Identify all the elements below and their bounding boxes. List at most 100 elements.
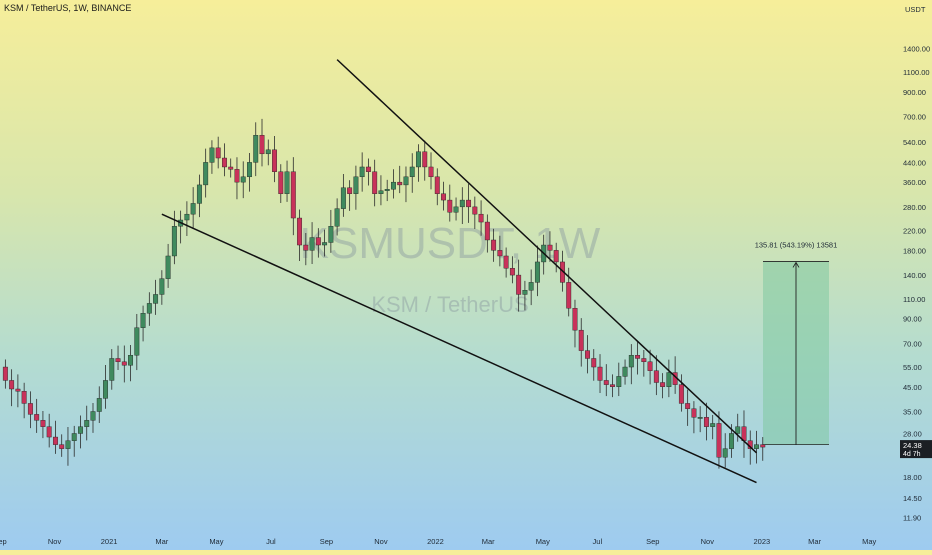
x-tick-label: Mar — [155, 537, 168, 546]
candle-body-up — [416, 151, 421, 168]
candle — [653, 355, 659, 396]
x-tick-label: May — [536, 537, 550, 546]
candle-body-up — [209, 147, 215, 163]
candle — [196, 174, 202, 218]
candle-body-up — [90, 411, 96, 421]
candle — [272, 136, 277, 183]
trendlines[interactable] — [161, 59, 758, 484]
candle-body-up — [247, 162, 252, 178]
candle-body-down — [647, 361, 653, 371]
candle-body-down — [297, 217, 303, 246]
x-tick-label: Mar — [482, 537, 495, 546]
candle-body-down — [516, 274, 522, 295]
candle-body-down — [9, 380, 15, 390]
candle — [741, 410, 747, 458]
candle-body-down — [434, 176, 440, 194]
candle-body-down — [347, 187, 353, 194]
candle — [347, 180, 353, 211]
candle — [84, 405, 90, 441]
candle — [478, 200, 484, 236]
candle-body-up — [165, 255, 171, 279]
candle — [303, 233, 309, 266]
candle — [34, 398, 40, 433]
watermark: KSMUSDT, 1W KSM / TetherUS — [300, 219, 601, 317]
candle — [159, 270, 165, 305]
candle-body-down — [585, 350, 590, 359]
y-tick-label: 70.00 — [903, 339, 922, 348]
candle — [691, 401, 697, 434]
candle-body-down — [115, 358, 121, 363]
candle-body-down — [27, 403, 33, 415]
candle-body-down — [466, 199, 472, 208]
x-tick-label: Jul — [593, 537, 603, 546]
candle — [134, 313, 140, 371]
last-price-bg — [900, 440, 932, 459]
candle — [65, 427, 71, 466]
candle — [509, 256, 515, 284]
candle — [585, 335, 590, 374]
trendline-lower-support[interactable] — [161, 213, 757, 484]
candle-body-down — [59, 444, 65, 449]
candle — [128, 344, 134, 382]
candle-body-up — [729, 433, 734, 449]
candle-body-down — [760, 444, 766, 448]
candle — [178, 210, 184, 244]
x-tick-label: Mar — [808, 537, 821, 546]
candle — [334, 198, 340, 236]
time-axis[interactable]: Sep Nov 2021 Mar May Jul Sep Nov 2022 Mar May Jul Se… — [0, 537, 877, 546]
candle-body-down — [441, 193, 446, 201]
candle — [184, 201, 190, 237]
candle — [328, 209, 334, 253]
candle — [253, 122, 259, 177]
candle-body-up — [184, 213, 190, 221]
x-tick-label: 2021 — [101, 537, 118, 546]
candle — [384, 179, 390, 202]
candle-body-down — [635, 355, 641, 359]
candle — [547, 231, 553, 262]
candle — [59, 434, 65, 457]
candle — [641, 349, 647, 377]
candle — [491, 228, 497, 262]
x-tick-label: Jul — [266, 537, 276, 546]
candle — [466, 183, 472, 223]
candle — [409, 153, 415, 193]
candle — [290, 157, 296, 236]
candle-body-down — [472, 206, 478, 215]
candle — [635, 340, 641, 375]
candle-body-down — [478, 213, 484, 223]
candle — [441, 181, 446, 211]
candle — [96, 386, 102, 423]
candle-body-up — [134, 327, 140, 356]
y-tick-label: 14.50 — [903, 494, 922, 503]
candle — [578, 318, 584, 367]
candle-body-down — [591, 358, 597, 368]
candle-body-down — [660, 382, 666, 387]
candle — [754, 430, 759, 464]
candle — [115, 345, 121, 371]
candle — [109, 349, 115, 390]
candle-body-down — [716, 423, 722, 458]
candle-body-down — [503, 255, 509, 269]
candle — [322, 229, 328, 257]
candle-body-down — [578, 329, 584, 351]
candle — [284, 160, 290, 202]
candle-body-up — [78, 426, 83, 434]
candle — [146, 292, 152, 326]
candle — [315, 228, 321, 258]
candle-body-down — [484, 221, 490, 241]
candle — [9, 369, 15, 407]
candle — [340, 174, 346, 217]
candle-body-up — [322, 242, 328, 246]
measure-tool[interactable]: 135.81 (543.19%) 13581 — [755, 240, 838, 446]
x-tick-label: May — [862, 537, 876, 546]
trendline-upper-resistance[interactable] — [336, 59, 758, 454]
price-axis[interactable]: USDT 1400.00 1100.00 900.00 700.00 540.00 440… — [900, 5, 932, 523]
candle-body-up — [253, 135, 259, 163]
y-tick-label: 35.00 — [903, 408, 922, 417]
candle — [484, 214, 490, 253]
candle-body-up — [65, 440, 71, 449]
candle — [215, 136, 221, 169]
y-tick-label: 700.00 — [903, 113, 926, 122]
candle — [397, 165, 403, 194]
